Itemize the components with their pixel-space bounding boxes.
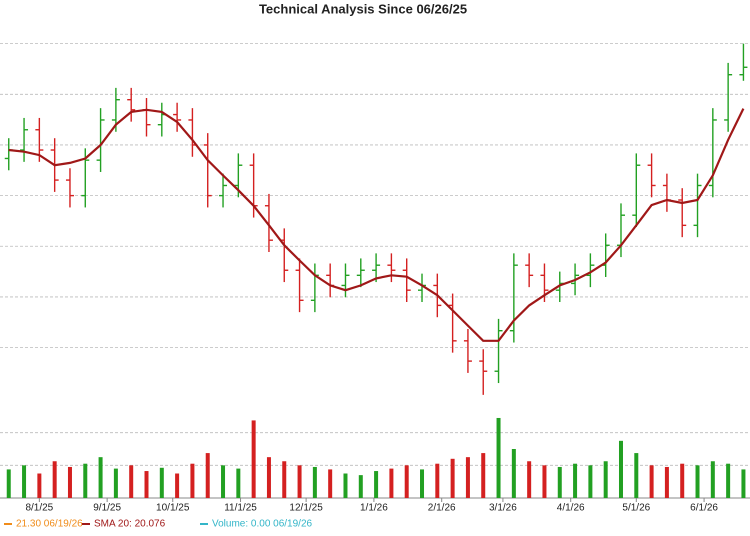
volume-bar	[664, 466, 669, 498]
volume-bar	[52, 461, 57, 498]
volume-bar	[67, 466, 72, 498]
volume-bar	[374, 471, 379, 498]
volume-bar	[328, 469, 333, 498]
volume-bar	[527, 461, 532, 498]
volume-bar	[741, 469, 746, 498]
volume-bar	[634, 453, 639, 498]
legend-label: Volume: 0.00 06/19/26	[212, 519, 313, 530]
volume-bar	[557, 466, 562, 498]
x-tick-label: 12/1/25	[289, 503, 323, 514]
x-tick-label: 8/1/25	[25, 503, 53, 514]
volume-bar	[159, 467, 164, 498]
volume-bar	[83, 463, 88, 498]
volume-bar	[573, 463, 578, 498]
x-tick-label: 9/1/25	[93, 503, 121, 514]
volume-bar	[98, 457, 103, 498]
volume-bar	[6, 469, 11, 498]
volume-bar	[481, 453, 486, 498]
x-tick-label: 11/1/25	[224, 503, 257, 514]
volume-bar	[420, 469, 425, 498]
volume-bar	[695, 465, 700, 498]
volume-bar	[37, 473, 42, 498]
volume-bar	[603, 461, 608, 498]
volume-bar	[465, 457, 470, 498]
x-tick-label: 2/1/26	[428, 503, 456, 514]
legend-label: SMA 20: 20.076	[94, 519, 166, 530]
x-tick-label: 1/1/26	[360, 503, 388, 514]
volume-bar	[450, 458, 455, 498]
volume-bar	[297, 465, 302, 498]
volume-bar	[282, 461, 287, 498]
x-tick-label: 5/1/26	[622, 503, 650, 514]
volume-bar	[358, 475, 363, 498]
volume-bar	[190, 463, 195, 498]
volume-bar	[435, 463, 440, 498]
volume-bar	[205, 453, 210, 498]
volume-bar	[680, 463, 685, 498]
sma-line	[8, 108, 745, 342]
volume-bar	[236, 468, 241, 498]
x-tick-label: 6/1/26	[690, 503, 718, 514]
volume-bar	[312, 466, 317, 498]
legend-label: 21.30 06/19/26	[16, 519, 83, 530]
volume-bar	[649, 465, 654, 498]
x-tick-label: 10/1/25	[156, 503, 190, 514]
volume-bar	[129, 465, 134, 498]
volume-bar	[618, 440, 623, 498]
volume-bar	[511, 449, 516, 498]
volume-bar	[588, 465, 593, 498]
volume-bar	[710, 461, 715, 498]
volume-bar	[542, 465, 547, 498]
x-tick-label: 4/1/26	[557, 503, 585, 514]
volume-bar	[221, 465, 226, 498]
volume-bar	[389, 468, 394, 498]
x-tick-label: 3/1/26	[489, 503, 517, 514]
chart-title: Technical Analysis Since 06/26/25	[259, 1, 467, 16]
volume-bar	[726, 463, 731, 498]
volume-bar	[251, 420, 256, 498]
volume-bar	[144, 471, 149, 498]
volume-bar	[496, 417, 501, 498]
volume-bar	[22, 465, 27, 498]
volume-bar	[343, 473, 348, 498]
volume-bar	[404, 465, 409, 498]
volume-bar	[266, 457, 271, 498]
volume-bar	[113, 468, 118, 498]
volume-bar	[175, 473, 180, 498]
